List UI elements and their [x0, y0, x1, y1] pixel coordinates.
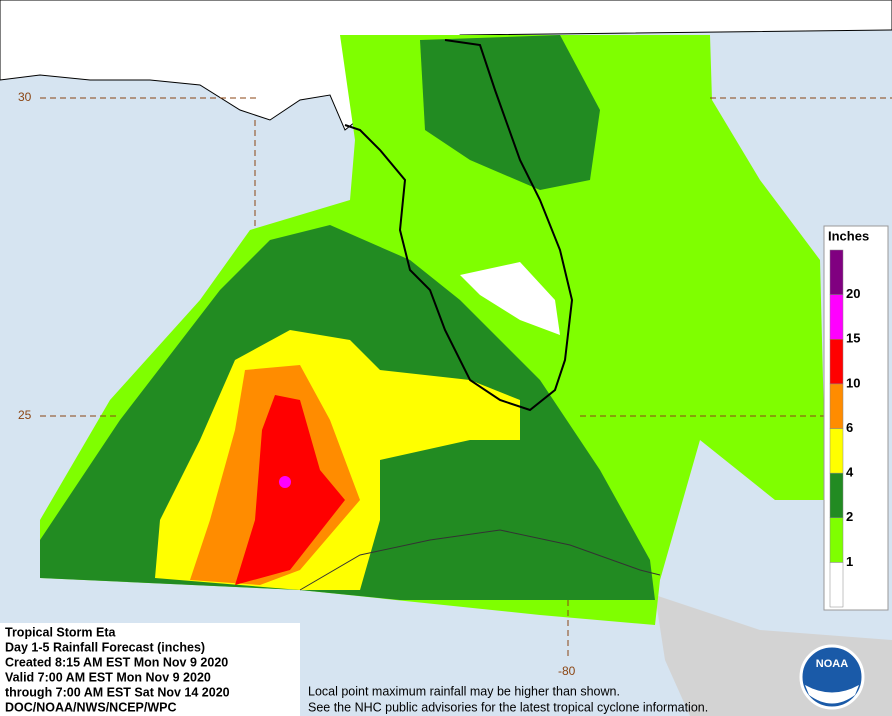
legend-swatch	[829, 383, 844, 429]
legend-tick-label: 2	[846, 509, 853, 524]
legend-swatch	[829, 339, 844, 385]
legend-tick-label: 6	[846, 420, 853, 435]
rain-15in	[279, 476, 291, 488]
legend-tick-label: 15	[846, 331, 860, 346]
legend-swatch	[829, 428, 844, 474]
footer-note: Local point maximum rainfall may be high…	[308, 684, 620, 698]
legend: 1 2 4 6 10 15 20	[829, 249, 860, 608]
legend-title: Inches	[828, 228, 869, 243]
info-line: through 7:00 AM EST Sat Nov 14 2020	[5, 685, 230, 699]
lat-label: 30	[18, 90, 32, 104]
legend-swatch	[829, 517, 844, 563]
legend-tick-label: 10	[846, 375, 860, 390]
legend-swatch	[829, 294, 844, 340]
info-line: Created 8:15 AM EST Mon Nov 9 2020	[5, 655, 228, 669]
lon-label: -80	[558, 664, 576, 678]
noaa-logo-wave	[805, 685, 859, 704]
legend-swatch	[829, 249, 844, 295]
graticule	[40, 97, 892, 660]
legend-tick-label: 20	[846, 286, 860, 301]
info-line: Valid 7:00 AM EST Mon Nov 9 2020	[5, 670, 211, 684]
lat-label: 25	[18, 408, 32, 422]
legend-tick-label: 1	[846, 554, 853, 569]
florida-coast	[344, 39, 574, 412]
logo-text: NOAA	[816, 658, 848, 670]
footer-note: See the NHC public advisories for the la…	[308, 700, 708, 714]
info-line: Day 1-5 Rainfall Forecast (inches)	[5, 640, 205, 654]
info-line: Tropical Storm Eta	[5, 625, 116, 639]
legend-swatch	[829, 562, 844, 608]
info-box	[0, 623, 300, 716]
rain-10in	[235, 395, 345, 585]
legend-tick-label: 4	[846, 465, 854, 480]
info-line: DOC/NOAA/NWS/NCEP/WPC	[5, 700, 177, 714]
no-rain-area	[460, 262, 560, 335]
legend-swatch	[829, 472, 844, 518]
cuba-coast	[299, 529, 661, 591]
rain-2in	[420, 35, 600, 190]
